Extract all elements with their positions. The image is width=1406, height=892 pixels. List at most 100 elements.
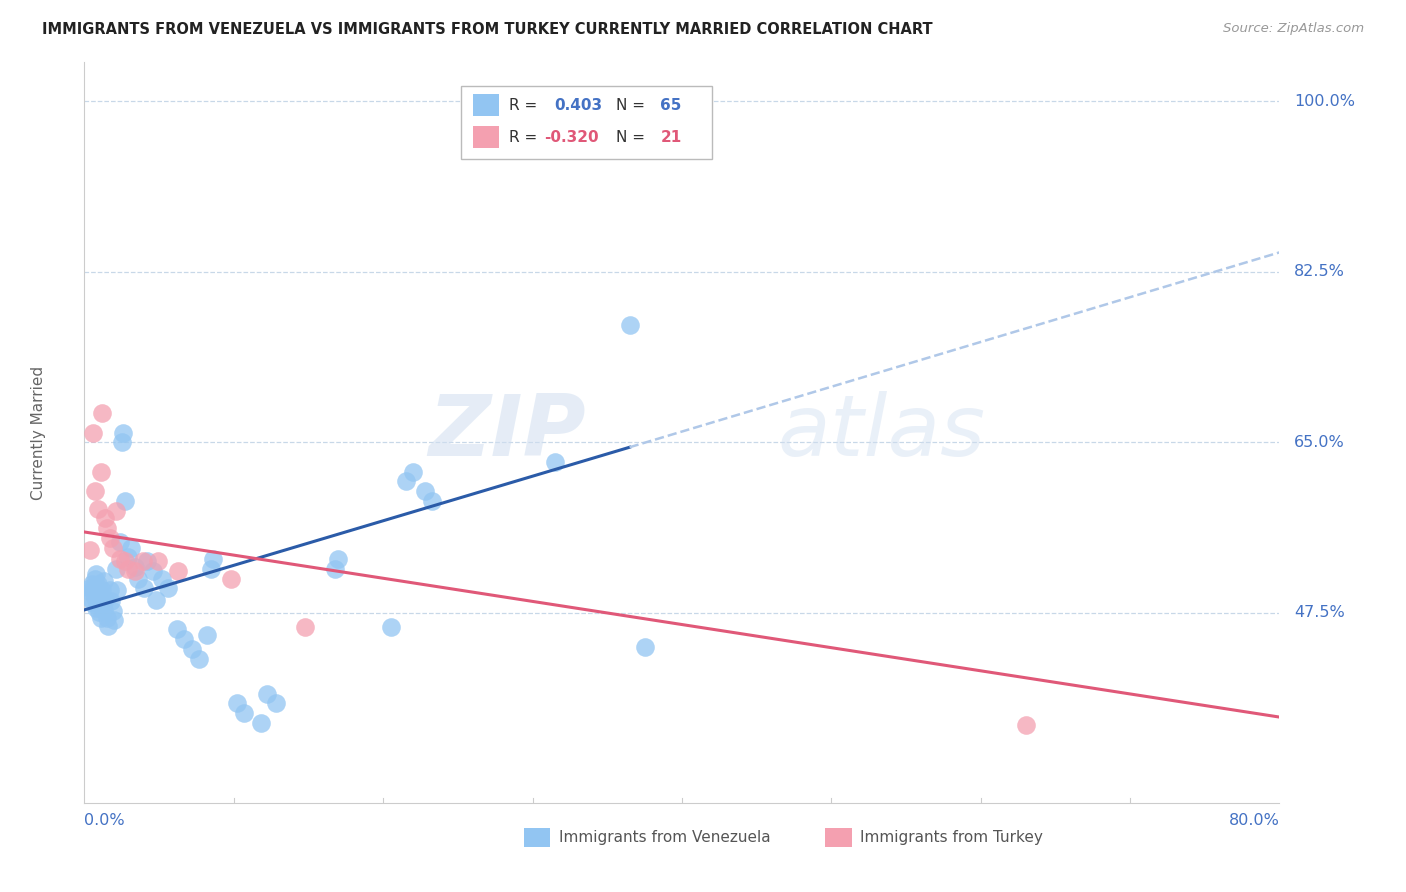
Point [136, 554, 159, 568]
Point [110, 552, 132, 566]
Point [219, 572, 242, 586]
Text: 21: 21 [661, 129, 682, 145]
Point [294, 620, 316, 634]
Point [83, 572, 105, 586]
Text: atlas: atlas [778, 391, 986, 475]
Point [96, 521, 118, 535]
Text: R =: R = [509, 129, 541, 145]
Point [93, 574, 115, 588]
Point [90, 465, 112, 479]
Point [145, 593, 167, 607]
Point [633, 640, 655, 654]
FancyBboxPatch shape [472, 126, 499, 148]
Point [173, 632, 195, 647]
Point [114, 554, 136, 568]
FancyBboxPatch shape [472, 95, 499, 117]
Point [181, 641, 204, 656]
Point [104, 562, 127, 576]
Point [402, 465, 425, 479]
Point [544, 455, 567, 469]
Point [91, 406, 114, 420]
Point [132, 582, 156, 596]
Point [150, 572, 173, 586]
Point [82, 425, 104, 440]
Point [98, 531, 121, 545]
Text: Immigrants from Turkey: Immigrants from Turkey [860, 830, 1043, 845]
FancyBboxPatch shape [461, 87, 711, 159]
Point [90, 611, 112, 625]
Point [89, 605, 111, 619]
Point [233, 706, 256, 721]
Point [166, 623, 188, 637]
Point [117, 562, 139, 576]
Point [86, 566, 108, 581]
Text: 82.5%: 82.5% [1294, 264, 1344, 279]
Point [89, 585, 111, 599]
Point [93, 603, 115, 617]
Point [249, 715, 271, 730]
Text: N =: N = [616, 129, 650, 145]
Point [264, 697, 287, 711]
Point [112, 425, 135, 440]
Point [422, 493, 444, 508]
Point [380, 620, 402, 634]
Text: 47.5%: 47.5% [1294, 606, 1344, 620]
Point [83, 484, 105, 499]
Point [157, 582, 180, 596]
Point [188, 651, 211, 665]
Text: Immigrants from Venezuela: Immigrants from Venezuela [558, 830, 770, 845]
Point [87, 501, 110, 516]
Point [201, 552, 224, 566]
Point [256, 687, 278, 701]
Text: 80.0%: 80.0% [1229, 813, 1279, 828]
Point [79, 582, 101, 596]
Text: 0.0%: 0.0% [84, 813, 125, 828]
Point [101, 541, 124, 555]
Text: R =: R = [509, 98, 541, 113]
Point [167, 564, 190, 578]
Text: Source: ZipAtlas.com: Source: ZipAtlas.com [1223, 22, 1364, 36]
Point [146, 554, 169, 568]
Point [142, 564, 165, 578]
Text: N =: N = [616, 98, 650, 113]
Point [96, 611, 118, 625]
Point [328, 552, 350, 566]
Point [325, 562, 347, 576]
Point [90, 589, 112, 603]
Point [225, 697, 247, 711]
Point [82, 596, 104, 610]
FancyBboxPatch shape [825, 828, 852, 847]
Point [87, 576, 110, 591]
Text: Currently Married: Currently Married [31, 366, 46, 500]
Point [124, 560, 146, 574]
Point [117, 550, 139, 565]
Point [80, 576, 103, 591]
Point [83, 591, 105, 606]
Text: IMMIGRANTS FROM VENEZUELA VS IMMIGRANTS FROM TURKEY CURRENTLY MARRIED CORRELATIO: IMMIGRANTS FROM VENEZUELA VS IMMIGRANTS … [42, 22, 932, 37]
Point [80, 586, 103, 600]
Point [82, 582, 104, 596]
Point [200, 562, 222, 576]
Point [86, 601, 108, 615]
Point [94, 511, 117, 525]
Point [86, 583, 108, 598]
Point [98, 583, 121, 598]
Point [97, 618, 120, 632]
Point [111, 435, 134, 450]
Point [413, 484, 436, 499]
Text: ZIP: ZIP [429, 391, 586, 475]
Point [104, 503, 127, 517]
Point [101, 604, 124, 618]
Point [79, 591, 101, 606]
Point [110, 534, 132, 549]
Point [619, 318, 641, 333]
Point [114, 493, 136, 508]
Text: 65.0%: 65.0% [1294, 435, 1344, 450]
Point [1014, 718, 1036, 732]
Point [87, 593, 110, 607]
Point [124, 564, 146, 578]
Point [91, 583, 114, 598]
Point [127, 572, 149, 586]
Text: 0.403: 0.403 [554, 98, 602, 113]
Point [394, 475, 416, 489]
